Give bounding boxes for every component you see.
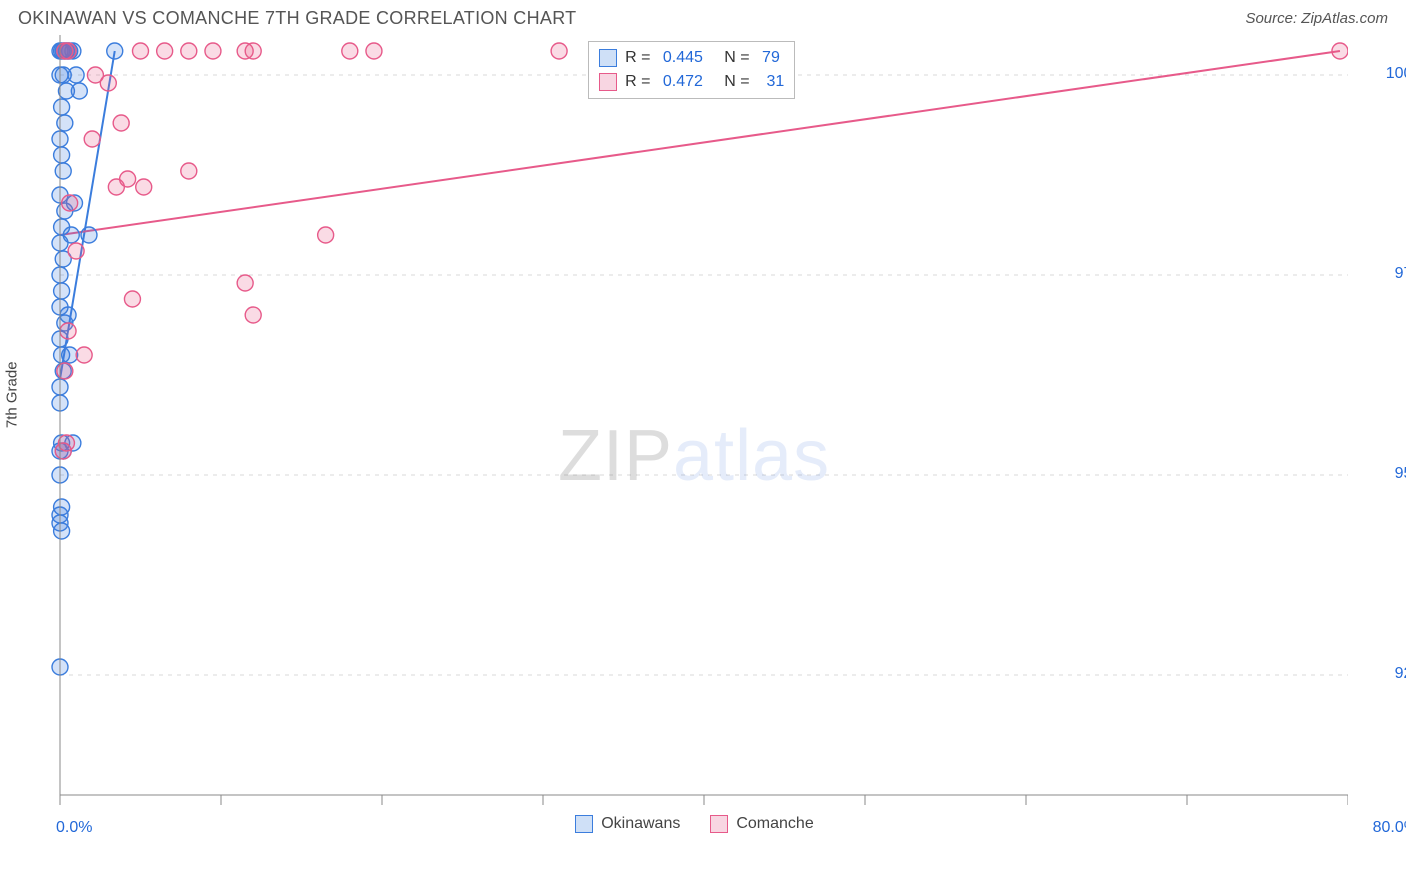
data-point xyxy=(181,43,197,59)
legend-item: Comanche xyxy=(710,815,813,833)
data-point xyxy=(124,291,140,307)
data-point xyxy=(55,443,71,459)
axis-tick-label: 97.5% xyxy=(1395,265,1406,283)
legend-swatch xyxy=(710,815,728,833)
legend-swatch xyxy=(599,49,617,67)
data-point xyxy=(342,43,358,59)
data-point xyxy=(68,243,84,259)
data-point xyxy=(81,227,97,243)
data-point xyxy=(245,307,261,323)
axis-tick-label: 92.5% xyxy=(1395,665,1406,683)
data-point xyxy=(318,227,334,243)
data-point xyxy=(237,275,253,291)
data-point xyxy=(76,347,92,363)
data-point xyxy=(62,347,78,363)
data-point xyxy=(60,43,76,59)
r-value: 0.472 xyxy=(663,70,703,94)
data-point xyxy=(366,43,382,59)
chart-container: 7th Grade ZIPatlas R = 0.445 N = 79R = 0… xyxy=(18,35,1388,870)
data-point xyxy=(62,195,78,211)
data-point xyxy=(136,179,152,195)
legend-swatch xyxy=(575,815,593,833)
data-point xyxy=(1332,43,1348,59)
axis-tick-label: 100.0% xyxy=(1386,65,1406,83)
correlation-scatter-chart xyxy=(18,35,1348,865)
data-point xyxy=(113,115,129,131)
data-point xyxy=(133,43,149,59)
data-point xyxy=(245,43,261,59)
r-value: 0.445 xyxy=(663,46,703,70)
data-point xyxy=(57,363,73,379)
n-value: 79 xyxy=(762,46,780,70)
data-point xyxy=(57,115,73,131)
data-point xyxy=(71,83,87,99)
data-point xyxy=(55,163,71,179)
legend-swatch xyxy=(599,73,617,91)
axis-tick-label: 0.0% xyxy=(56,819,92,837)
y-axis-label: 7th Grade xyxy=(4,361,21,428)
data-point xyxy=(63,227,79,243)
data-point xyxy=(181,163,197,179)
data-point xyxy=(60,323,76,339)
data-point xyxy=(100,75,116,91)
data-point xyxy=(60,307,76,323)
data-point xyxy=(107,43,123,59)
data-point xyxy=(54,523,70,539)
source-label: Source: ZipAtlas.com xyxy=(1245,10,1388,27)
legend-item: Okinawans xyxy=(575,815,680,833)
series-legend: Okinawans Comanche xyxy=(575,815,814,833)
data-point xyxy=(54,147,70,163)
data-point xyxy=(68,67,84,83)
data-point xyxy=(54,283,70,299)
data-point xyxy=(205,43,221,59)
axis-tick-label: 95.0% xyxy=(1395,465,1406,483)
legend-label: Comanche xyxy=(736,815,813,833)
chart-title: OKINAWAN VS COMANCHE 7TH GRADE CORRELATI… xyxy=(18,8,576,29)
data-point xyxy=(54,99,70,115)
data-point xyxy=(551,43,567,59)
data-point xyxy=(157,43,173,59)
stats-legend-box: R = 0.445 N = 79R = 0.472 N = 31 xyxy=(588,41,795,99)
data-point xyxy=(108,179,124,195)
legend-label: Okinawans xyxy=(601,815,680,833)
n-value: 31 xyxy=(767,70,785,94)
axis-tick-label: 80.0% xyxy=(1373,819,1406,837)
data-point xyxy=(84,131,100,147)
stats-legend-row: R = 0.445 N = 79 xyxy=(599,46,784,70)
stats-legend-row: R = 0.472 N = 31 xyxy=(599,70,784,94)
